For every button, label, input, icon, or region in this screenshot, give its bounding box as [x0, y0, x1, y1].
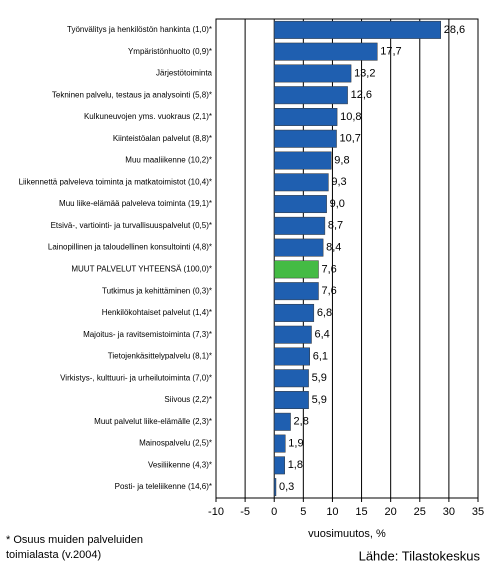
value-label: 6,1 — [313, 350, 328, 362]
y-tick-label: Kiinteistöalan palvelut (8,8)* — [113, 134, 212, 143]
bar — [273, 478, 277, 497]
y-tick-label: Muut palvelut liike-elämälle (2,3)* — [94, 417, 212, 426]
y-tick-label: Vesiliikenne (4,3)* — [148, 460, 212, 469]
y-tick-label: Kulkuneuvojen yms. vuokraus (2,1)* — [84, 112, 212, 121]
source: Lähde: Tilastokeskus — [359, 548, 481, 563]
y-tick-label: Muu maaliikenne (10,2)* — [125, 156, 212, 165]
value-label: 28,6 — [444, 24, 465, 36]
value-label: 1,9 — [288, 437, 303, 449]
footnote: toimialasta (v.2004) — [6, 549, 101, 561]
bar — [273, 325, 312, 344]
value-label: 0,3 — [279, 481, 294, 493]
y-tick-label: Siivous (2,2)* — [164, 395, 212, 404]
value-label: 2,8 — [294, 416, 309, 428]
value-label: 1,8 — [288, 459, 303, 471]
value-label: 7,6 — [321, 263, 336, 275]
bar — [273, 260, 319, 279]
value-label: 8,7 — [328, 220, 343, 232]
value-label: 7,6 — [321, 285, 336, 297]
value-label: 9,8 — [334, 154, 349, 166]
x-tick-label: 35 — [472, 506, 484, 518]
value-label: 10,7 — [340, 133, 361, 145]
value-label: 9,3 — [331, 176, 346, 188]
value-label: 9,0 — [330, 198, 345, 210]
bar — [273, 412, 291, 431]
y-tick-label: Tekninen palvelu, testaus ja analysointi… — [52, 90, 212, 99]
bar — [273, 86, 348, 105]
y-tick-label: Liikennettä palveleva toiminta ja matkat… — [19, 177, 212, 186]
y-tick-label: Etsivä-, vartiointi- ja turvallisuuspalv… — [51, 221, 212, 230]
x-tick-label: 5 — [300, 506, 306, 518]
x-tick-label: 20 — [385, 506, 397, 518]
bar — [273, 195, 327, 214]
x-tick-label: 0 — [271, 506, 277, 518]
bar — [273, 129, 337, 148]
value-label: 17,7 — [380, 46, 401, 58]
x-axis-label: vuosimuutos, % — [308, 528, 386, 540]
value-label: 10,8 — [340, 111, 361, 123]
y-tick-label: Muu liike-elämää palveleva toiminta (19,… — [59, 199, 212, 208]
value-label: 6,4 — [314, 329, 329, 341]
value-label: 13,2 — [354, 67, 375, 79]
bar — [273, 108, 338, 126]
y-tick-label: Lainopillinen ja taloudellinen konsultoi… — [48, 243, 212, 252]
bar — [273, 64, 352, 83]
y-tick-label: Virkistys-, kulttuuri- ja urheilutoimint… — [60, 373, 212, 382]
value-label: 8,4 — [326, 242, 341, 254]
bar — [273, 369, 309, 388]
y-tick-label: Työnvälitys ja henkilöstön hankinta (1,0… — [67, 25, 212, 34]
x-tick-label: -5 — [240, 506, 250, 518]
y-tick-label: Mainospalvelu (2,5)* — [139, 439, 212, 448]
x-tick-label: 25 — [414, 506, 426, 518]
bar — [273, 303, 315, 322]
y-tick-label: MUUT PALVELUT YHTEENSÄ (100,0)* — [71, 264, 212, 273]
footnote: * Osuus muiden palveluiden — [6, 534, 143, 546]
y-tick-label: Majoitus- ja ravitsemistoiminta (7,3)* — [83, 330, 212, 339]
x-tick-label: -10 — [208, 506, 224, 518]
bar — [273, 216, 326, 235]
bar — [273, 238, 324, 257]
bar — [273, 347, 310, 366]
x-tick-label: 15 — [355, 506, 367, 518]
bar — [273, 434, 286, 453]
y-tick-label: Järjestötoiminta — [156, 69, 213, 78]
y-tick-label: Ympäristönhuolto (0,9)* — [128, 47, 212, 56]
y-tick-label: Tietojenkäsittelypalvelu (8,1)* — [108, 352, 212, 361]
y-tick-label: Tutkimus ja kehittäminen (0,3)* — [102, 286, 212, 295]
x-tick-label: 30 — [443, 506, 455, 518]
bar — [273, 282, 319, 301]
value-label: 12,6 — [351, 89, 372, 101]
value-label: 5,9 — [312, 394, 327, 406]
value-label: 6,8 — [317, 307, 332, 319]
y-tick-label: Posti- ja teleliikenne (14,6)* — [115, 482, 212, 491]
value-label: 5,9 — [312, 372, 327, 384]
x-tick-label: 10 — [326, 506, 338, 518]
bar — [273, 456, 285, 475]
y-tick-label: Henkilökohtaiset palvelut (1,4)* — [102, 308, 212, 317]
bar — [273, 42, 378, 61]
bar — [273, 391, 309, 409]
bar — [273, 151, 332, 170]
bar — [273, 173, 329, 192]
bar — [273, 20, 441, 39]
